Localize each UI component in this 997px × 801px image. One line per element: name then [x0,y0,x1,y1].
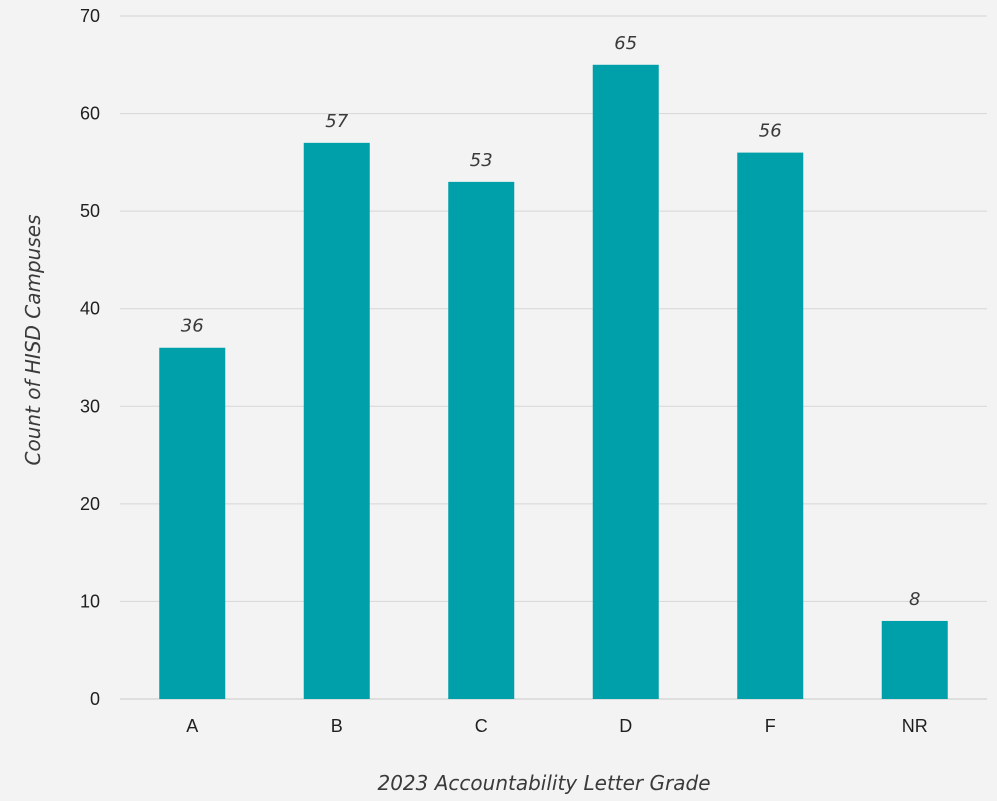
data-label: 36 [181,316,204,337]
x-axis-title: 2023 Accountability Letter Grade [377,771,710,795]
y-tick-label: 40 [80,299,100,319]
y-tick-label: 10 [80,591,100,611]
bar [303,142,370,700]
x-tick-label: C [475,716,488,736]
y-tick-label: 70 [80,6,100,26]
x-tick-label: NR [902,716,928,736]
bars [159,64,948,700]
bar [448,181,515,699]
data-label: 65 [614,33,637,54]
y-tick-label: 50 [80,201,100,221]
gridlines [120,15,987,700]
x-tick-label: F [765,716,776,736]
y-axis-title: Count of HISD Campuses [21,215,45,466]
y-tick-label: 0 [90,689,100,709]
x-tick-label: D [619,716,632,736]
y-tick-label: 60 [80,104,100,124]
bar [592,64,659,700]
data-labels: 36 57 53 65 56 8 [181,33,921,610]
x-tick-label: A [186,716,198,736]
bar [881,620,948,699]
y-axis-ticks: 0 10 20 30 40 50 60 70 [80,6,100,709]
y-tick-label: 30 [80,396,100,416]
data-label: 56 [759,121,782,142]
bar [737,152,804,700]
y-tick-label: 20 [80,494,100,514]
bar [159,347,226,699]
data-label: 57 [325,111,348,132]
data-label: 8 [909,589,920,610]
x-tick-label: B [331,716,343,736]
x-axis-ticks: A B C D F NR [186,716,928,736]
data-label: 53 [470,150,493,171]
